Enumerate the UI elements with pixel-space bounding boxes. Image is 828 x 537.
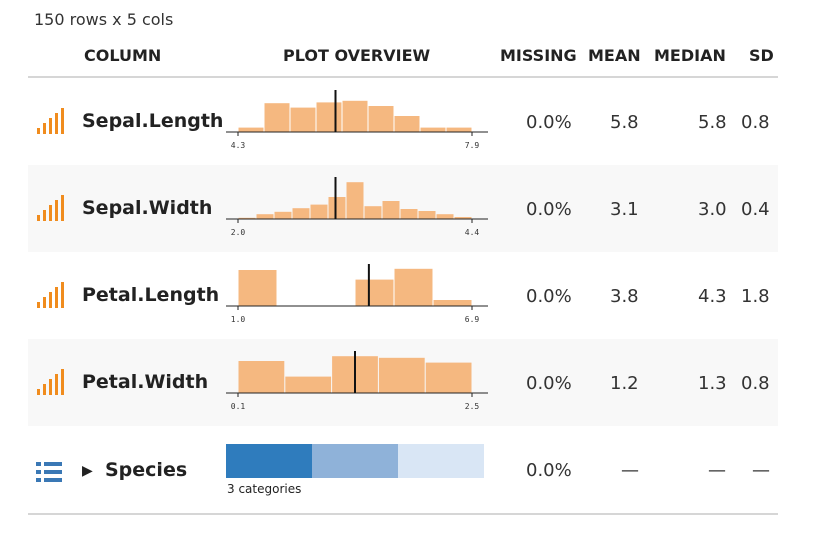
list-icon [36, 462, 62, 482]
bar-chart-icon [37, 369, 64, 395]
histogram-bar [378, 357, 425, 393]
histogram-svg: 1.0 6.9 [226, 264, 488, 324]
sd-value: — [752, 460, 770, 481]
column-name[interactable]: Petal.Width [82, 371, 209, 393]
category-segment [398, 444, 484, 478]
histogram-bar [368, 106, 394, 132]
histogram-svg: 2.0 4.4 [226, 177, 488, 237]
mean-value: 5.8 [610, 112, 639, 133]
median-value: 5.8 [698, 112, 727, 133]
missing-value: 0.0% [526, 112, 572, 133]
histogram-bar [292, 208, 310, 219]
histogram-sepal-length: 4.3 7.9 [226, 84, 488, 160]
column-name[interactable]: Species [105, 459, 188, 481]
sd-value: 0.8 [741, 112, 770, 133]
sd-value: 1.8 [741, 286, 770, 307]
row-background [28, 165, 778, 252]
histogram-bar [328, 197, 346, 219]
histogram-bar [433, 300, 472, 306]
histogram-bar [394, 116, 420, 132]
histogram-bar [238, 270, 277, 306]
mean-value: — [621, 460, 639, 481]
mean-value: 1.2 [610, 373, 639, 394]
histogram-bar [285, 376, 332, 393]
histogram-bar [310, 204, 328, 219]
histogram-bar [290, 107, 316, 132]
column-name[interactable]: Sepal.Width [82, 197, 213, 219]
bar-chart-icon [37, 282, 64, 308]
histogram-bar [238, 361, 285, 393]
bar-chart-icon [37, 195, 64, 221]
category-bar-svg [226, 444, 484, 478]
missing-value: 0.0% [526, 286, 572, 307]
histogram-petal-width: 0.1 2.5 [226, 345, 488, 421]
column-name[interactable]: Petal.Length [82, 284, 220, 306]
histogram-bar [238, 127, 264, 132]
histogram-bar [420, 127, 446, 132]
column-name[interactable]: Sepal.Length [82, 110, 224, 132]
histogram-bar [394, 268, 433, 306]
median-value: 3.0 [698, 199, 727, 220]
histogram-bar [425, 362, 472, 393]
footer-divider [28, 513, 778, 515]
bar-chart-icon [37, 108, 64, 134]
missing-value: 0.0% [526, 373, 572, 394]
x-tick-label-min: 2.0 [231, 228, 246, 237]
histogram-bar [364, 206, 382, 219]
histogram-bar [264, 103, 290, 132]
missing-value: 0.0% [526, 460, 572, 481]
header-sd: SD [749, 46, 774, 65]
x-tick-label-min: 1.0 [231, 315, 246, 324]
x-tick-label-max: 2.5 [465, 402, 480, 411]
x-tick-label-max: 4.4 [465, 228, 480, 237]
histogram-svg: 0.1 2.5 [226, 351, 488, 411]
histogram-bar [346, 182, 364, 219]
x-tick-label-max: 6.9 [465, 315, 480, 324]
median-value: 4.3 [698, 286, 727, 307]
header-mean: MEAN [588, 46, 641, 65]
histogram-bar [342, 100, 368, 132]
histogram-bar [355, 279, 394, 306]
header-column: COLUMN [84, 46, 162, 65]
category-segment [226, 444, 312, 478]
x-tick-label-min: 4.3 [231, 141, 246, 150]
categorical-type-icon [36, 461, 64, 489]
histogram-sepal-width: 2.0 4.4 [226, 171, 488, 247]
expand-toggle-icon[interactable]: ▶ [82, 463, 93, 479]
histogram-bar [256, 214, 274, 219]
header-missing: MISSING [500, 46, 577, 65]
sd-value: 0.8 [741, 373, 770, 394]
histogram-bar [454, 217, 472, 219]
x-tick-label-max: 7.9 [465, 141, 480, 150]
dataset-summary: 150 rows x 5 cols [34, 10, 174, 29]
histogram-bar [274, 211, 292, 219]
mean-value: 3.1 [610, 199, 639, 220]
numeric-type-icon [36, 108, 70, 140]
numeric-type-icon [36, 195, 70, 227]
histogram-bar [316, 102, 342, 132]
category-bar-species [226, 444, 486, 484]
median-value: 1.3 [698, 373, 727, 394]
histogram-bar [382, 201, 400, 219]
header-plot-overview: PLOT OVERVIEW [283, 46, 431, 65]
histogram-bar [400, 209, 418, 219]
header-median: MEDIAN [654, 46, 726, 65]
header-divider [28, 76, 778, 78]
categories-count: 3 categories [227, 482, 302, 496]
histogram-bar [446, 127, 472, 132]
histogram-petal-length: 1.0 6.9 [226, 258, 488, 334]
missing-value: 0.0% [526, 199, 572, 220]
histogram-bar [238, 217, 256, 219]
numeric-type-icon [36, 369, 70, 401]
sd-value: 0.4 [741, 199, 770, 220]
histogram-bar [436, 214, 454, 219]
mean-value: 3.8 [610, 286, 639, 307]
histogram-bar [418, 211, 436, 219]
median-value: — [708, 460, 726, 481]
category-segment [312, 444, 398, 478]
x-tick-label-min: 0.1 [231, 402, 246, 411]
numeric-type-icon [36, 282, 70, 314]
histogram-svg: 4.3 7.9 [226, 90, 488, 150]
